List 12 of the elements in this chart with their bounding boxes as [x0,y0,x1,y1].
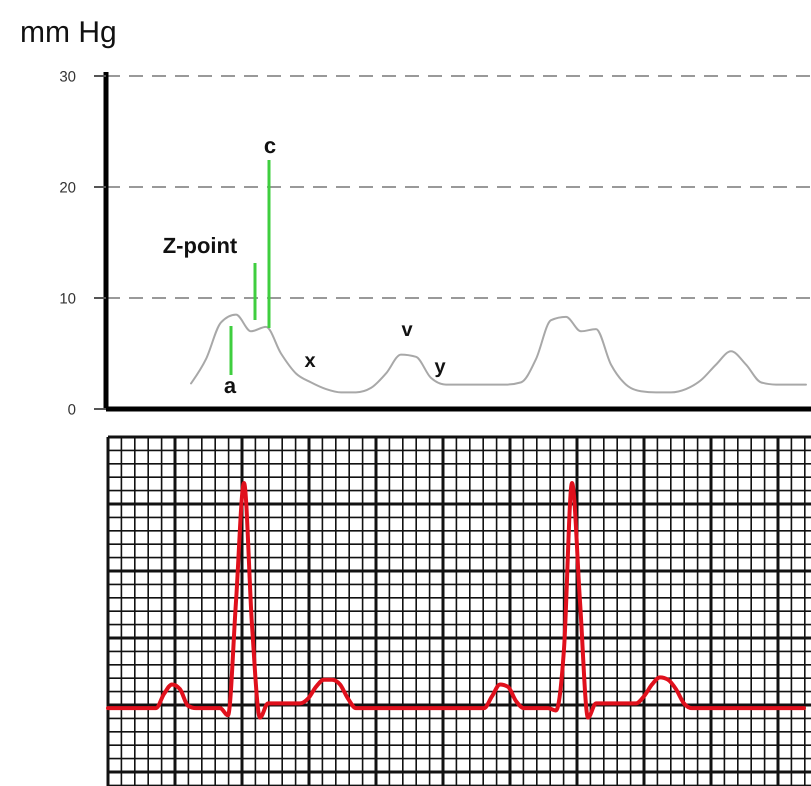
y-tick-label: 10 [59,290,76,308]
line-series [190,314,807,394]
y-tick-label: 0 [68,401,76,418]
annotation: v [401,319,414,341]
y-axis-title: mm Hg [20,16,117,49]
annotation: y [434,356,446,378]
y-tick-label: 30 [59,68,76,86]
annotation: a [224,373,237,398]
annotation: x [304,350,316,372]
annotation: c [264,133,276,158]
annotation: Z-point [162,233,238,258]
y-tick-label: 20 [59,179,76,196]
